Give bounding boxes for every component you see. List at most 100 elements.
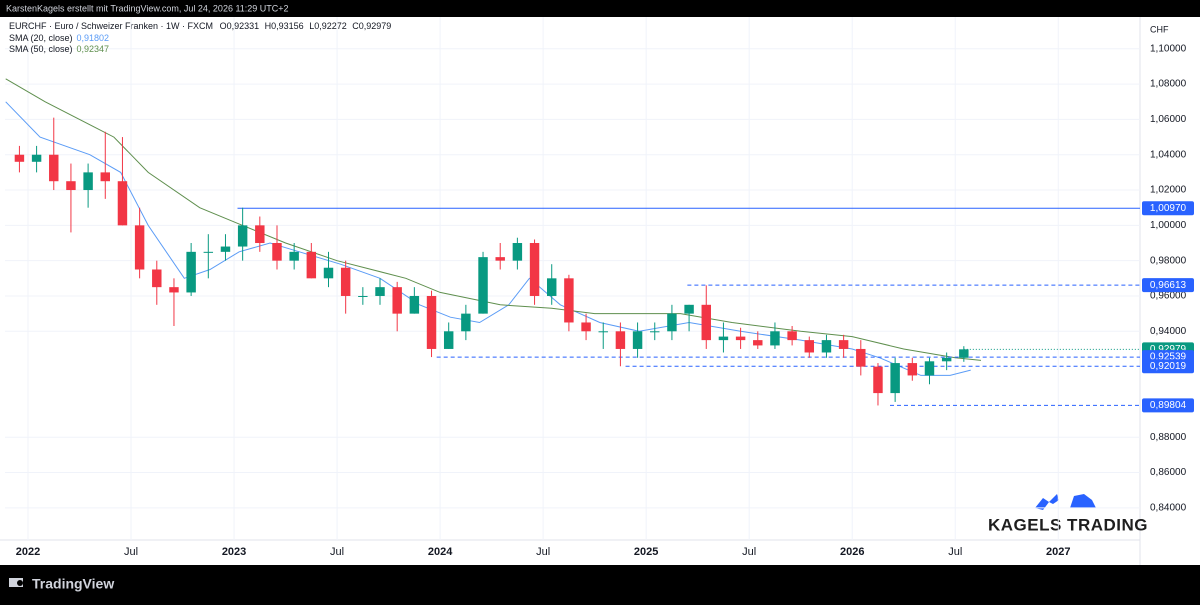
legend-value: 0,92347 bbox=[77, 44, 110, 54]
ohlc-label: H0,93156 bbox=[265, 21, 304, 31]
y-tick-label: 0,96000 bbox=[1150, 291, 1187, 302]
y-tick-label: 1,08000 bbox=[1150, 79, 1187, 90]
candle-body bbox=[838, 340, 849, 349]
candle-body bbox=[581, 322, 591, 332]
candle-body bbox=[169, 287, 179, 293]
price-tag-label: 0,92019 bbox=[1150, 361, 1187, 372]
legend-entry: SMA (50, close) 0,92347 bbox=[9, 44, 109, 54]
y-tick-label: 0,84000 bbox=[1150, 503, 1187, 514]
candle-body bbox=[890, 363, 900, 394]
y-tick-label: 1,00000 bbox=[1150, 220, 1187, 231]
candle-body bbox=[941, 357, 952, 362]
x-tick-label: Jul bbox=[742, 546, 756, 558]
price-tag-label: 1,00970 bbox=[1150, 203, 1187, 214]
candle-body bbox=[770, 331, 780, 346]
candle-body bbox=[220, 246, 231, 252]
bottom-bar bbox=[0, 565, 1200, 605]
candle-body bbox=[495, 257, 505, 261]
candle-body bbox=[632, 331, 643, 349]
candle-body bbox=[237, 225, 248, 247]
candle-body bbox=[340, 267, 351, 296]
x-tick-label: Jul bbox=[330, 546, 344, 558]
candle-body bbox=[856, 348, 866, 367]
candle-body bbox=[753, 340, 763, 346]
candle-body bbox=[547, 278, 557, 296]
candle-body bbox=[272, 243, 282, 261]
footer: TradingView bbox=[32, 576, 114, 592]
candle-body bbox=[83, 172, 93, 191]
candle-body bbox=[512, 243, 523, 261]
y-tick-label: 0,88000 bbox=[1150, 432, 1187, 443]
price-tag bbox=[1142, 201, 1194, 216]
x-tick-label: 2026 bbox=[840, 546, 864, 558]
y-tick-label: 0,86000 bbox=[1150, 467, 1187, 478]
candle-body bbox=[667, 313, 677, 332]
candle-body bbox=[409, 295, 420, 314]
y-tick-label: 0,98000 bbox=[1150, 255, 1187, 266]
candle-body bbox=[924, 361, 935, 376]
candle-body bbox=[375, 287, 385, 296]
x-tick-label: Jul bbox=[948, 546, 962, 558]
candle-body bbox=[49, 154, 59, 182]
candle-body bbox=[718, 336, 729, 341]
unit-label: CHF bbox=[1150, 24, 1169, 34]
price-tag-label: 0,89804 bbox=[1150, 400, 1187, 411]
ohlc-label: C0,92979 bbox=[352, 21, 391, 31]
candle-body bbox=[323, 267, 334, 279]
candle-body bbox=[598, 331, 608, 333]
x-tick-label: 2022 bbox=[16, 546, 40, 558]
price-tag-label: 0,96613 bbox=[1150, 280, 1187, 291]
y-tick-label: 1,04000 bbox=[1150, 149, 1187, 160]
candle-body bbox=[564, 278, 574, 323]
candle-body bbox=[461, 313, 471, 332]
x-tick-label: Jul bbox=[536, 546, 550, 558]
symbol-header: EURCHF · Euro / Schweizer Franken · 1W ·… bbox=[9, 21, 391, 31]
x-tick-label: 2025 bbox=[634, 546, 658, 558]
y-tick-label: 1,06000 bbox=[1150, 114, 1187, 125]
x-tick-label: 2024 bbox=[428, 546, 453, 558]
price-tag bbox=[1142, 398, 1194, 413]
candle-body bbox=[443, 331, 454, 349]
top-bar bbox=[0, 0, 1200, 17]
candle-body bbox=[873, 366, 883, 394]
candle-body bbox=[392, 287, 402, 314]
credit: KarstenKagels erstellt mit TradingView.c… bbox=[6, 3, 289, 13]
ohlc-label: O0,92331 bbox=[220, 21, 260, 31]
candle-body bbox=[134, 225, 145, 270]
candle-body bbox=[358, 295, 368, 297]
candle-body bbox=[650, 331, 660, 333]
y-tick-label: 1,10000 bbox=[1150, 43, 1187, 54]
candle-body bbox=[787, 331, 797, 341]
candle-body bbox=[14, 154, 25, 162]
candle-body bbox=[31, 154, 42, 162]
candle-body bbox=[289, 251, 299, 261]
legend-entry: SMA (20, close) 0,91802 bbox=[9, 33, 109, 43]
candle-body bbox=[478, 257, 488, 314]
candle-body bbox=[426, 295, 437, 349]
ohlc-label: L0,92272 bbox=[309, 21, 347, 31]
candle-body bbox=[100, 172, 111, 182]
candle-body bbox=[684, 304, 694, 314]
legend-value: 0,91802 bbox=[77, 33, 110, 43]
candle-body bbox=[735, 336, 746, 341]
candle-body bbox=[186, 251, 196, 293]
price-tag bbox=[1142, 359, 1194, 374]
candle-body bbox=[117, 181, 128, 226]
candles bbox=[14, 117, 969, 406]
brand-logo bbox=[1035, 494, 1096, 510]
price-tag bbox=[1142, 278, 1194, 293]
y-tick-label: 0,94000 bbox=[1150, 326, 1187, 337]
brand: KAGELS TRADING bbox=[988, 515, 1148, 534]
candle-body bbox=[152, 269, 162, 288]
x-tick-label: Jul bbox=[124, 546, 138, 558]
candle-body bbox=[66, 181, 76, 191]
candle-body bbox=[529, 243, 540, 296]
candle-body bbox=[821, 340, 832, 353]
symbol: EURCHF · Euro / Schweizer Franken · 1W ·… bbox=[9, 21, 213, 31]
y-tick-label: 1,02000 bbox=[1150, 185, 1187, 196]
candle-body bbox=[804, 340, 815, 353]
candle-body bbox=[959, 349, 969, 358]
